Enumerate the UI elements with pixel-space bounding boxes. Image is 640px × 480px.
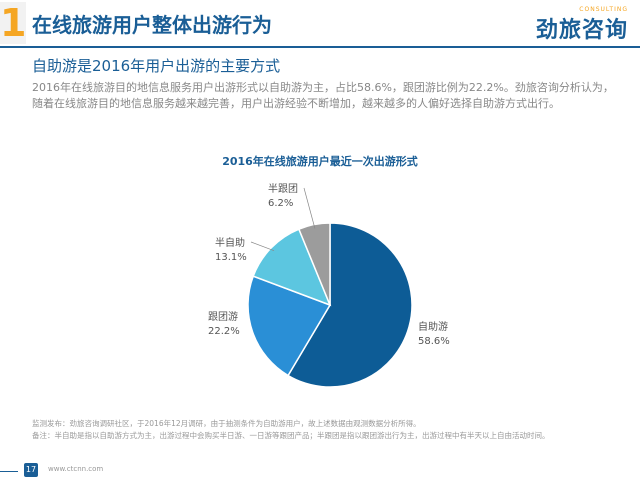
pie-slice-2 [247,275,332,377]
footnote-remark: 备注：半自助是指以自助游方式为主，出游过程中会购买半日游、一日游等跟团产品；半跟… [32,431,550,440]
slice-value-label: 58.6% [418,336,450,347]
slice-value-label: 13.1% [215,252,247,263]
footer-divider [0,471,18,472]
pie-slice-3 [252,228,332,307]
slice-name-label: 跟团游 [208,310,238,323]
slice-name-label: 半自助 [215,236,245,249]
page-footer: 17 www.ctcnn.com [0,462,640,480]
footnote-source: 监测发布：劲旅咨询调研社区，于2016年12月调研，由于抽测条件为自助游用户，故… [32,419,421,428]
leader-line [303,187,316,229]
slide-subtitle: 自助游是2016年用户出游的主要方式 [32,57,281,75]
page-header: 1 在线旅游用户整体出游行为 CONSULTING 劲旅咨询 [0,0,640,48]
summary-paragraph: 2016年在线旅游目的地信息服务用户出游形式以自助游为主，占比58.6%，跟团游… [32,81,614,110]
footnotes: 监测发布：劲旅咨询调研社区，于2016年12月调研，由于抽测条件为自助游用户，故… [32,418,622,442]
slice-value-label: 6.2% [268,198,293,209]
logo-text: 劲旅咨询 [535,18,628,43]
section-number: 1 [0,1,27,45]
chart-title: 2016年在线旅游用户最近一次出游形式 [222,155,418,168]
slice-name-label: 自助游 [418,320,448,333]
logo-subtext: CONSULTING [579,6,628,13]
website-link[interactable]: www.ctcnn.com [48,465,104,473]
slice-value-label: 22.2% [208,326,240,337]
page-title: 在线旅游用户整体出游行为 [32,13,272,37]
header-divider [0,46,640,48]
pie-slice-1 [287,222,413,388]
page-number: 17 [24,463,38,477]
leader-line [250,241,275,252]
brand-logo: CONSULTING 劲旅咨询 [535,6,628,43]
slice-name-label: 半跟团 [268,182,298,195]
